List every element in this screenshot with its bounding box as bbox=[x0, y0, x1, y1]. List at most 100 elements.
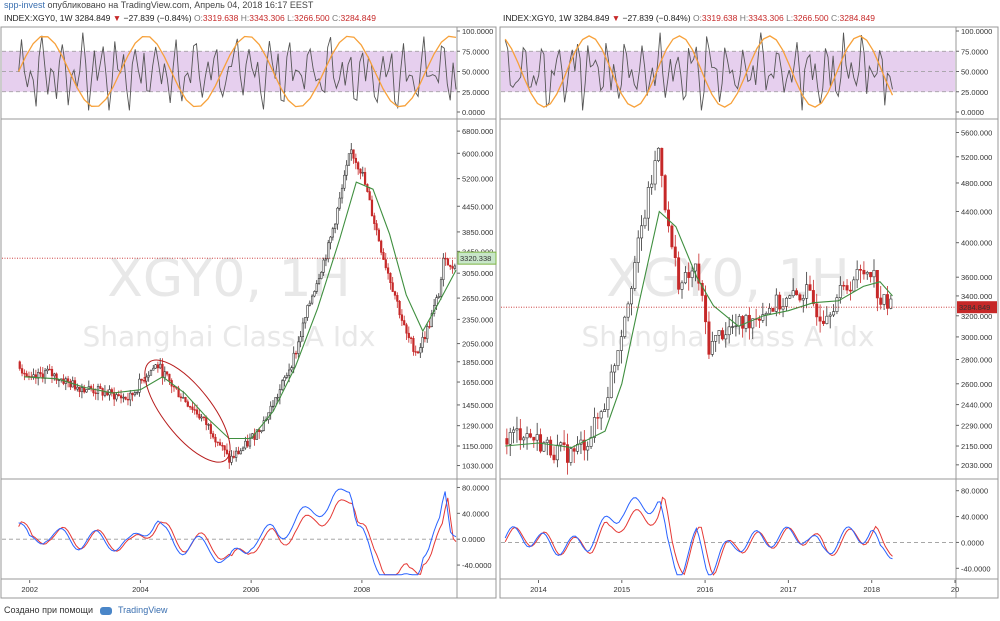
candle-body bbox=[350, 149, 353, 155]
osc-tick-label: 0.0000 bbox=[961, 538, 984, 547]
candle-body bbox=[737, 316, 741, 327]
candle-body bbox=[865, 272, 869, 275]
candle-body bbox=[744, 314, 748, 329]
candle-body bbox=[636, 237, 640, 263]
candle-body bbox=[426, 326, 429, 340]
candle-body bbox=[283, 377, 286, 382]
candle-body bbox=[717, 330, 721, 336]
candle-body bbox=[260, 430, 263, 432]
rsi-tick-label: 50.0000 bbox=[462, 68, 489, 77]
candle-body bbox=[407, 332, 410, 339]
candle-body bbox=[384, 259, 387, 269]
price-tick-label: 4400.000 bbox=[961, 207, 992, 216]
candle-body bbox=[354, 157, 357, 163]
osc-tick-label: 0.0000 bbox=[462, 535, 485, 544]
candle-body bbox=[20, 368, 24, 374]
candle-body bbox=[223, 445, 226, 451]
candle-body bbox=[626, 303, 630, 318]
right-l-value: 3266.500 bbox=[793, 13, 829, 23]
right-h-value: 3343.306 bbox=[748, 13, 784, 23]
candle-body bbox=[66, 378, 70, 382]
candle-body bbox=[416, 351, 420, 354]
candle-body bbox=[859, 269, 863, 271]
tradingview-logo-icon bbox=[99, 606, 112, 615]
candle-body bbox=[292, 352, 295, 369]
candle-body bbox=[290, 367, 293, 371]
x-tick-label: 2016 bbox=[697, 585, 714, 594]
candle-body bbox=[113, 392, 116, 400]
rsi-tick-label: 0.0000 bbox=[462, 108, 485, 117]
candle-body bbox=[209, 424, 212, 434]
oscillator-signal-line bbox=[18, 497, 457, 576]
candle-body bbox=[720, 330, 724, 340]
candle-body bbox=[798, 294, 802, 301]
price-tick-label: 4000.000 bbox=[961, 239, 992, 248]
right-symbol[interactable]: INDEX:XGY0, 1W bbox=[503, 13, 572, 23]
price-tick-label: 3850.000 bbox=[462, 228, 493, 237]
candle-body bbox=[549, 439, 553, 456]
candle-body bbox=[400, 314, 404, 321]
candle-body bbox=[821, 320, 825, 324]
x-tick-label: 2017 bbox=[780, 585, 797, 594]
price-tick-label: 5200.000 bbox=[961, 153, 992, 162]
candle-body bbox=[131, 392, 134, 396]
price-tick-label: 2050.000 bbox=[462, 340, 493, 349]
candle-body bbox=[53, 373, 56, 377]
candle-body bbox=[518, 428, 522, 441]
candle-body bbox=[596, 417, 600, 419]
candle-body bbox=[50, 368, 54, 377]
candle-body bbox=[616, 350, 620, 367]
stoch-line bbox=[504, 35, 894, 108]
candle-body bbox=[640, 225, 644, 239]
rsi-tick-label: 50.0000 bbox=[961, 68, 988, 77]
candle-body bbox=[599, 411, 603, 419]
left-o-label: O: bbox=[193, 13, 203, 23]
candle-body bbox=[218, 442, 222, 446]
candle-body bbox=[889, 298, 893, 309]
publisher-link[interactable]: spp-invest bbox=[4, 0, 46, 10]
candle-body bbox=[629, 288, 633, 305]
price-marker-box bbox=[957, 301, 997, 314]
candle-body bbox=[757, 318, 761, 321]
candle-body bbox=[704, 295, 708, 323]
candle-body bbox=[734, 325, 738, 328]
candle-body bbox=[241, 447, 245, 452]
candle-body bbox=[784, 297, 788, 307]
right-change: −27.839 (−0.84%) bbox=[622, 13, 691, 23]
osc-tick-label: 80.0000 bbox=[961, 487, 988, 496]
candle-body bbox=[345, 164, 348, 176]
candle-body bbox=[25, 373, 28, 377]
candle-body bbox=[848, 289, 852, 292]
candle-body bbox=[423, 336, 427, 340]
stoch-line bbox=[18, 35, 457, 108]
left-symbol[interactable]: INDEX:XGY0, 1W bbox=[4, 13, 73, 23]
candle-body bbox=[119, 395, 123, 399]
candle-body bbox=[532, 436, 536, 441]
candle-body bbox=[774, 294, 778, 312]
candle-body bbox=[714, 335, 718, 342]
charts-canvas[interactable]: 100.0000 75.0000 50.0000 25.0000 0.0000 6800.… bbox=[0, 0, 1000, 600]
candle-body bbox=[126, 398, 130, 401]
left-symbol-line: INDEX:XGY0, 1W 3284.849 ▼ −27.839 (−0.84… bbox=[4, 12, 376, 24]
right-l-label: L: bbox=[786, 13, 794, 23]
candle-body bbox=[791, 290, 795, 297]
candle-body bbox=[78, 386, 81, 393]
candle-body bbox=[879, 297, 883, 305]
candle-body bbox=[117, 394, 120, 396]
created-with-text: Создано при помощи bbox=[4, 605, 93, 615]
candle-body bbox=[269, 405, 272, 414]
tradingview-link[interactable]: TradingView bbox=[118, 605, 168, 615]
price-marker-label: 3284.849 bbox=[959, 303, 990, 312]
candle-body bbox=[306, 305, 309, 318]
candle-body bbox=[643, 217, 647, 227]
candle-body bbox=[386, 267, 390, 274]
candle-body bbox=[845, 285, 849, 291]
candle-body bbox=[179, 396, 183, 399]
candle-body bbox=[572, 448, 576, 452]
candle-body bbox=[646, 187, 650, 219]
price-tick-label: 1150.000 bbox=[462, 442, 493, 451]
candle-body bbox=[724, 334, 728, 340]
candle-body bbox=[453, 265, 456, 269]
candle-body bbox=[382, 252, 385, 260]
panel-frame bbox=[499, 26, 999, 599]
